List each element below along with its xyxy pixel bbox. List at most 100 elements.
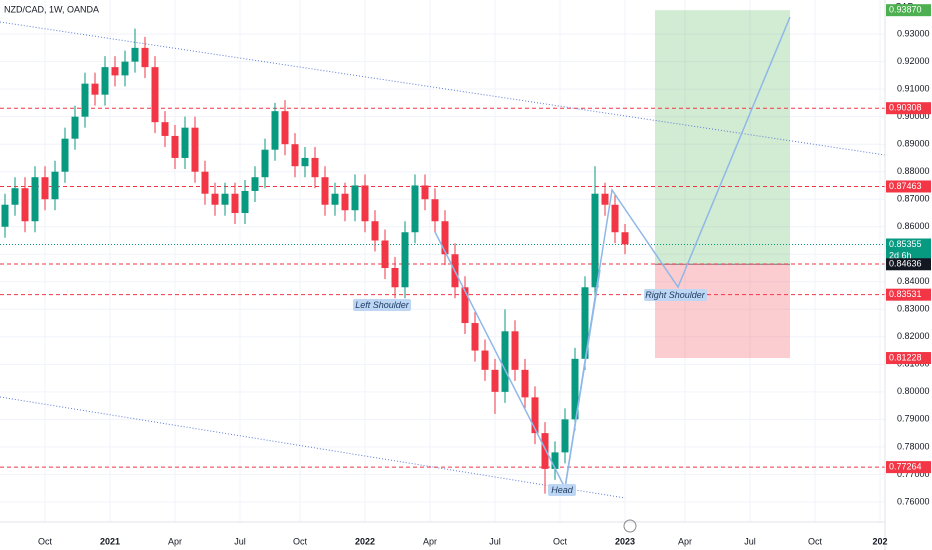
candle-body	[151, 67, 159, 123]
candle-body	[241, 190, 249, 213]
x-tick-label: 202	[872, 536, 887, 546]
axis-labels: 0.93000 0.92000 0.91000 0.90000 0.89000 0.880…	[38, 4, 931, 546]
price-tag	[886, 352, 931, 365]
candle-body	[251, 177, 259, 191]
candle-body	[341, 193, 349, 211]
price-tag-label: 0.81228	[889, 352, 922, 362]
candle-body	[511, 331, 519, 370]
x-tick-label: Apr	[423, 536, 437, 546]
candle-body	[191, 127, 199, 172]
event-icon	[623, 519, 637, 533]
price-tag	[886, 4, 931, 17]
candle-body	[461, 287, 469, 324]
candle-body	[601, 193, 609, 205]
candle-body	[271, 111, 279, 150]
y-tick-label: 0.88000	[897, 166, 930, 176]
candle-body	[51, 171, 59, 200]
candle-body	[171, 135, 179, 158]
annotation-box	[644, 289, 707, 301]
candle-body	[1, 204, 9, 227]
candle-body	[521, 369, 529, 398]
candle-body	[181, 127, 189, 158]
price-tag	[886, 288, 931, 301]
candle-body	[261, 149, 269, 178]
x-tick-label: Jul	[489, 536, 501, 546]
candle-body	[621, 232, 629, 245]
price-tag-label: 0.84636	[889, 259, 922, 269]
candle-body	[61, 138, 69, 172]
candle-body	[331, 193, 339, 205]
candle-body	[221, 193, 229, 205]
x-tick-label: Oct	[553, 536, 568, 546]
x-tick-label: 2021	[100, 536, 120, 546]
candle-body	[441, 221, 449, 255]
candle-body	[531, 397, 539, 434]
x-tick-label: Jul	[744, 536, 756, 546]
candle-body	[611, 204, 619, 233]
candle-body	[361, 185, 369, 222]
candle-body	[141, 47, 149, 68]
x-tick-label: Oct	[808, 536, 823, 546]
x-tick-label: Jul	[234, 536, 246, 546]
y-tick-label: 0.89000	[897, 139, 930, 149]
price-tag-label: 0.93870	[889, 5, 922, 15]
annotation-box	[548, 484, 576, 496]
annotation: Right Shoulder	[645, 290, 706, 300]
candle-body	[91, 83, 99, 95]
candle-body	[291, 144, 299, 167]
x-tick-label: Oct	[293, 536, 308, 546]
candle-body	[481, 350, 489, 370]
target-zone	[655, 10, 790, 265]
candle-body	[581, 287, 589, 359]
x-tick-label: Apr	[678, 536, 692, 546]
candle-body	[131, 47, 139, 62]
candle-body	[21, 188, 29, 222]
y-tick-label: 0.76000	[897, 496, 930, 506]
annotation: Left Shoulder	[355, 300, 410, 310]
candle-body	[71, 116, 79, 139]
pattern-line	[564, 269, 601, 489]
candle-body	[391, 268, 399, 288]
annotation: Head	[551, 485, 574, 495]
y-tick-label: 0.93000	[897, 28, 930, 38]
price-axis	[885, 0, 932, 550]
candle-body	[591, 193, 599, 288]
candle-body	[81, 83, 89, 117]
candle-body	[281, 111, 289, 145]
price-tag	[886, 250, 931, 262]
candle-body	[31, 177, 39, 222]
price-tag-label: 0.87463	[889, 181, 922, 191]
x-tick-label: Oct	[38, 536, 53, 546]
y-tick-label: 0.90000	[897, 111, 930, 121]
price-tag	[886, 238, 931, 251]
x-tick-label: 2023	[615, 536, 635, 546]
candle-body	[321, 177, 329, 205]
price-tag	[886, 461, 931, 474]
candle-body	[411, 185, 419, 233]
candle-body	[541, 433, 549, 469]
price-tag-label: 0.77264	[889, 462, 922, 472]
candle-body	[121, 61, 129, 76]
y-tick-label: 0.91000	[897, 84, 930, 94]
candle-body	[11, 188, 19, 205]
candle-body	[551, 452, 559, 469]
pattern-line	[434, 16, 791, 491]
candle-body	[381, 240, 389, 269]
channel-top	[0, 21, 886, 156]
y-tick-label: 0.78000	[897, 441, 930, 451]
candle-body	[211, 193, 219, 205]
price-tag-label: 0.85355	[889, 239, 922, 249]
candle-body	[401, 232, 409, 288]
candle-body	[501, 331, 509, 392]
y-tick-label: 0.77000	[897, 469, 930, 479]
candle-body	[201, 171, 209, 194]
y-tick-label: 0.83000	[897, 304, 930, 314]
candle-body	[41, 177, 49, 200]
y-tick-label: 0.86000	[897, 221, 930, 231]
y-tick-label: 0.92000	[897, 56, 930, 66]
candle-body	[491, 369, 499, 392]
y-tick-label: 0.84000	[897, 276, 930, 286]
candle-body	[571, 358, 579, 420]
candle-body	[161, 122, 169, 136]
price-tag-label: 0.90308	[889, 103, 922, 113]
